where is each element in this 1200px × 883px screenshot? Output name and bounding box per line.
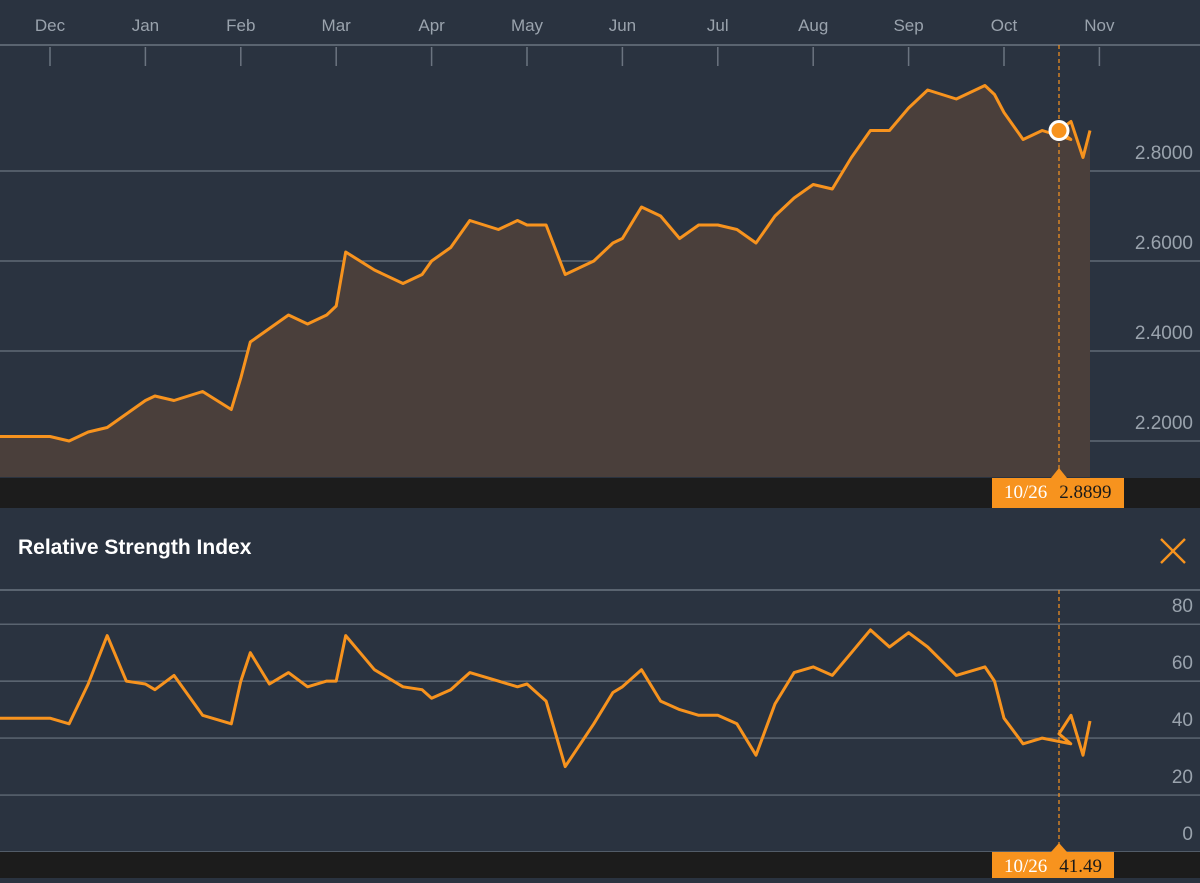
rsi-y-tick-label: 20 (1172, 767, 1193, 788)
close-icon[interactable] (1156, 534, 1190, 568)
rsi-y-tick-label: 80 (1172, 596, 1193, 617)
month-tick-label: Oct (991, 16, 1018, 35)
price-series-line (0, 84, 1092, 443)
rsi-readout-pointer (1051, 843, 1067, 852)
price-area-fill (0, 85, 1090, 477)
price-crosshair-marker[interactable] (1048, 120, 1070, 142)
month-tick-label: Nov (1084, 16, 1115, 35)
price-readout: 10/26 2.8899 (992, 478, 1124, 508)
month-tick-label: May (511, 16, 544, 35)
rsi-y-tick-label: 40 (1172, 710, 1193, 731)
month-tick-label: Aug (798, 16, 828, 35)
rsi-series-line (0, 628, 1092, 769)
rsi-readout-value: 41.49 (1059, 856, 1103, 877)
month-tick-label: Apr (418, 16, 445, 35)
price-y-tick-label: 2.8000 (1135, 143, 1193, 164)
close-icon-glyph (1160, 538, 1186, 564)
rsi-readout: 10/26 41.49 (992, 852, 1115, 878)
month-ticks: Dec Jan Feb Mar Apr May Jun Jul Aug Sep Oct Nov (35, 16, 1115, 66)
price-readout-pointer (1051, 468, 1067, 478)
rsi-y-tick-label: 60 (1172, 653, 1193, 674)
month-tick-label: Mar (322, 16, 352, 35)
rsi-y-tick-label: 0 (1182, 824, 1193, 845)
month-tick-label: Dec (35, 16, 66, 35)
month-tick-label: Sep (893, 16, 923, 35)
month-tick-label: Jul (707, 16, 729, 35)
price-y-axis-labels: 2.2000 2.4000 2.6000 2.8000 (1135, 143, 1193, 434)
price-readout-value: 2.8899 (1059, 482, 1112, 503)
rsi-readout-date: 10/26 (1004, 856, 1048, 877)
month-tick-label: Feb (226, 16, 255, 35)
price-y-tick-label: 2.2000 (1135, 413, 1193, 434)
rsi-y-axis-labels: 0 20 40 60 80 (1172, 596, 1193, 845)
price-y-tick-label: 2.6000 (1135, 233, 1193, 254)
month-tick-label: Jan (132, 16, 159, 35)
price-y-tick-label: 2.4000 (1135, 323, 1193, 344)
month-tick-label: Jun (609, 16, 636, 35)
rsi-panel-title: Relative Strength Index (18, 536, 252, 559)
price-readout-date: 10/26 (1004, 482, 1048, 503)
